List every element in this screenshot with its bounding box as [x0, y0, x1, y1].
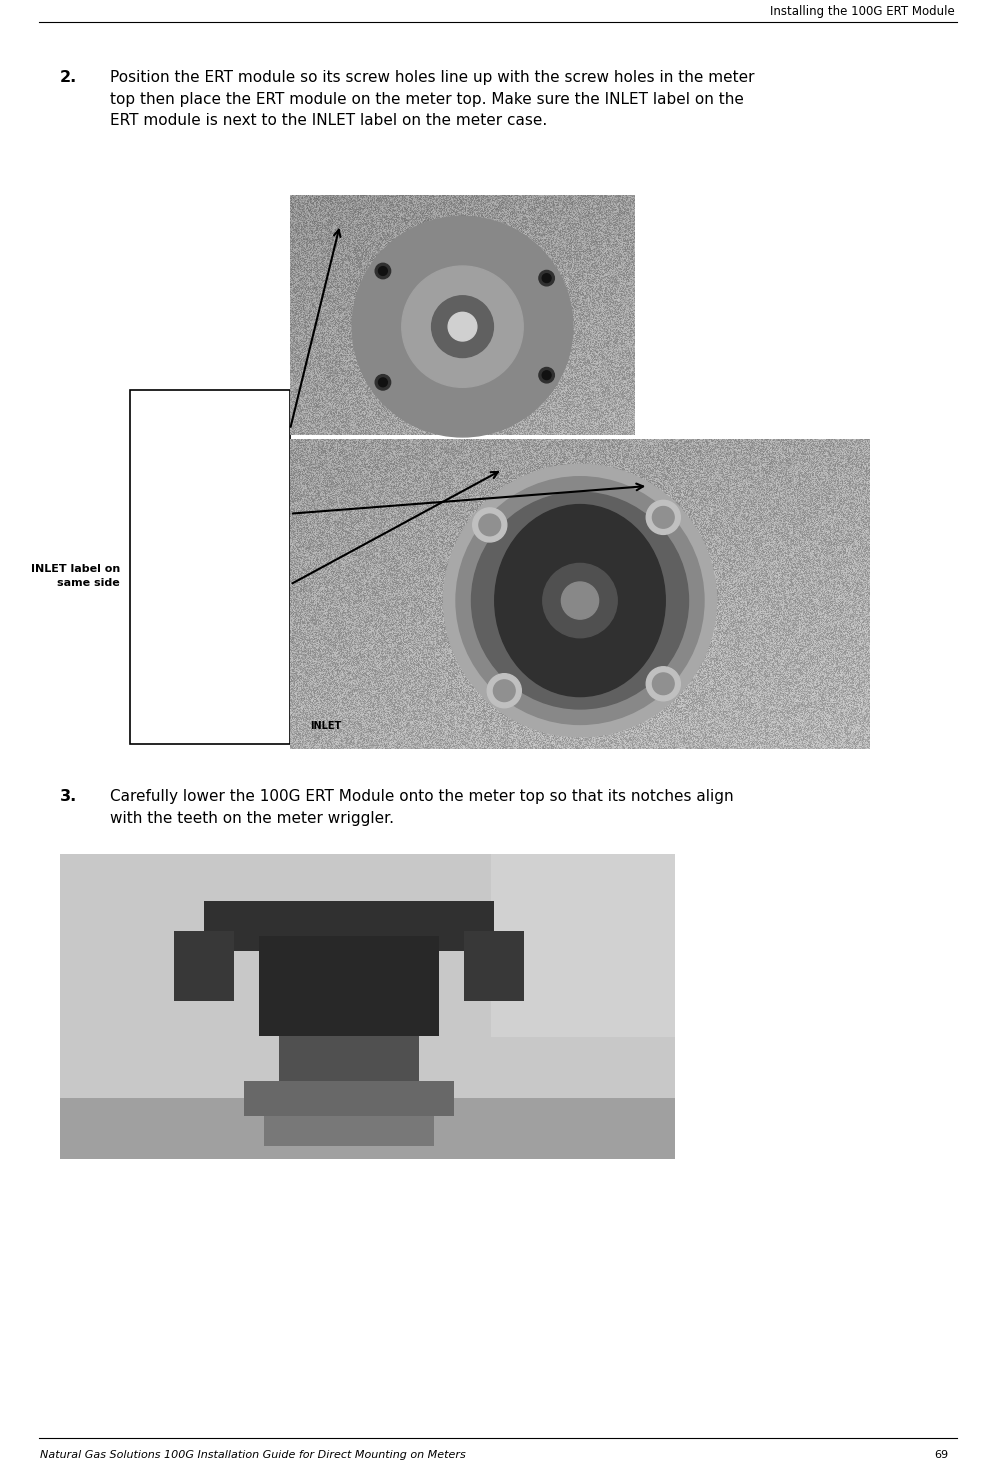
Circle shape	[541, 370, 550, 379]
Circle shape	[443, 464, 716, 737]
Ellipse shape	[494, 505, 665, 696]
Bar	[264, 1116, 434, 1146]
Circle shape	[472, 508, 506, 541]
Circle shape	[646, 667, 679, 701]
Circle shape	[375, 263, 390, 279]
Circle shape	[478, 514, 500, 535]
Circle shape	[538, 367, 554, 383]
Circle shape	[652, 506, 673, 528]
Text: Natural Gas Solutions 100G Installation Guide for Direct Mounting on Meters: Natural Gas Solutions 100G Installation …	[40, 1450, 465, 1460]
Text: Installing the 100G ERT Module: Installing the 100G ERT Module	[769, 4, 954, 18]
Circle shape	[561, 582, 598, 619]
Text: same side: same side	[57, 578, 120, 588]
Bar	[174, 932, 234, 1001]
Text: 2.: 2.	[60, 70, 77, 85]
Bar	[463, 932, 524, 1001]
Text: Position the ERT module so its screw holes line up with the screw holes in the m: Position the ERT module so its screw hol…	[109, 70, 753, 129]
Circle shape	[401, 266, 523, 388]
Bar	[60, 854, 674, 1159]
Circle shape	[542, 563, 616, 638]
Bar	[279, 1036, 419, 1081]
Bar	[60, 1097, 674, 1159]
Circle shape	[378, 377, 387, 386]
Bar	[204, 901, 494, 951]
Text: INLET label on: INLET label on	[31, 565, 120, 573]
Bar	[244, 1081, 454, 1116]
Circle shape	[471, 492, 688, 710]
Circle shape	[487, 673, 521, 708]
Text: Carefully lower the 100G ERT Module onto the meter top so that its notches align: Carefully lower the 100G ERT Module onto…	[109, 789, 733, 825]
Circle shape	[538, 271, 554, 285]
Bar	[258, 936, 439, 1036]
Text: INLET: INLET	[310, 721, 341, 732]
Circle shape	[378, 266, 387, 275]
Circle shape	[652, 673, 673, 695]
Circle shape	[448, 312, 476, 341]
Circle shape	[541, 274, 550, 282]
Text: 69: 69	[933, 1450, 947, 1460]
Bar	[490, 854, 674, 1037]
Bar	[130, 389, 290, 745]
Circle shape	[456, 477, 703, 724]
Circle shape	[352, 217, 572, 437]
Circle shape	[493, 680, 515, 702]
Text: 3.: 3.	[60, 789, 77, 805]
Circle shape	[646, 500, 679, 534]
Circle shape	[431, 296, 493, 357]
Circle shape	[375, 375, 390, 391]
